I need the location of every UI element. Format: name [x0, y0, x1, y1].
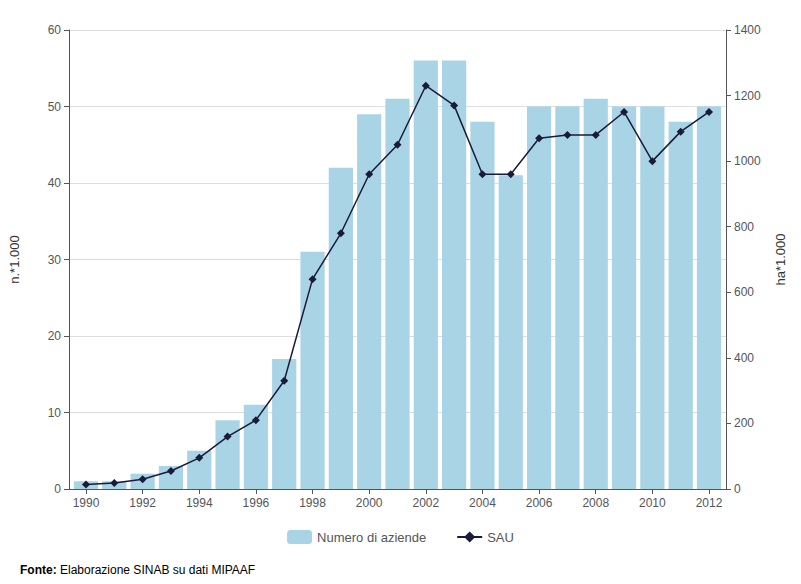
- svg-text:20: 20: [48, 329, 62, 343]
- svg-text:0: 0: [734, 482, 741, 496]
- svg-text:Fonte:: Fonte:: [20, 563, 57, 577]
- svg-text:ha*1.000: ha*1.000: [773, 233, 788, 285]
- svg-text:2000: 2000: [356, 496, 383, 510]
- svg-text:200: 200: [734, 416, 754, 430]
- svg-text:40: 40: [48, 176, 62, 190]
- svg-text:1996: 1996: [243, 496, 270, 510]
- svg-text:1994: 1994: [186, 496, 213, 510]
- svg-text:2006: 2006: [526, 496, 553, 510]
- svg-text:600: 600: [734, 285, 754, 299]
- svg-text:1992: 1992: [129, 496, 156, 510]
- svg-text:1998: 1998: [299, 496, 326, 510]
- svg-text:1400: 1400: [734, 23, 761, 37]
- svg-text:1000: 1000: [734, 154, 761, 168]
- svg-text:SAU: SAU: [487, 530, 514, 545]
- svg-text:2004: 2004: [469, 496, 496, 510]
- svg-text:2012: 2012: [696, 496, 723, 510]
- svg-text:2002: 2002: [412, 496, 439, 510]
- svg-text:800: 800: [734, 220, 754, 234]
- svg-text:2008: 2008: [582, 496, 609, 510]
- svg-text:1990: 1990: [73, 496, 100, 510]
- svg-text:n.*1.000: n.*1.000: [7, 235, 22, 283]
- svg-text:10: 10: [48, 406, 62, 420]
- svg-text:1200: 1200: [734, 89, 761, 103]
- svg-text:50: 50: [48, 100, 62, 114]
- svg-text:400: 400: [734, 351, 754, 365]
- svg-text:Numero di aziende: Numero di aziende: [317, 530, 426, 545]
- svg-text:Elaborazione SINAB su dati MIP: Elaborazione SINAB su dati MIPAAF: [57, 563, 256, 577]
- svg-text:60: 60: [48, 23, 62, 37]
- svg-text:2010: 2010: [639, 496, 666, 510]
- svg-text:0: 0: [54, 482, 61, 496]
- svg-text:30: 30: [48, 253, 62, 267]
